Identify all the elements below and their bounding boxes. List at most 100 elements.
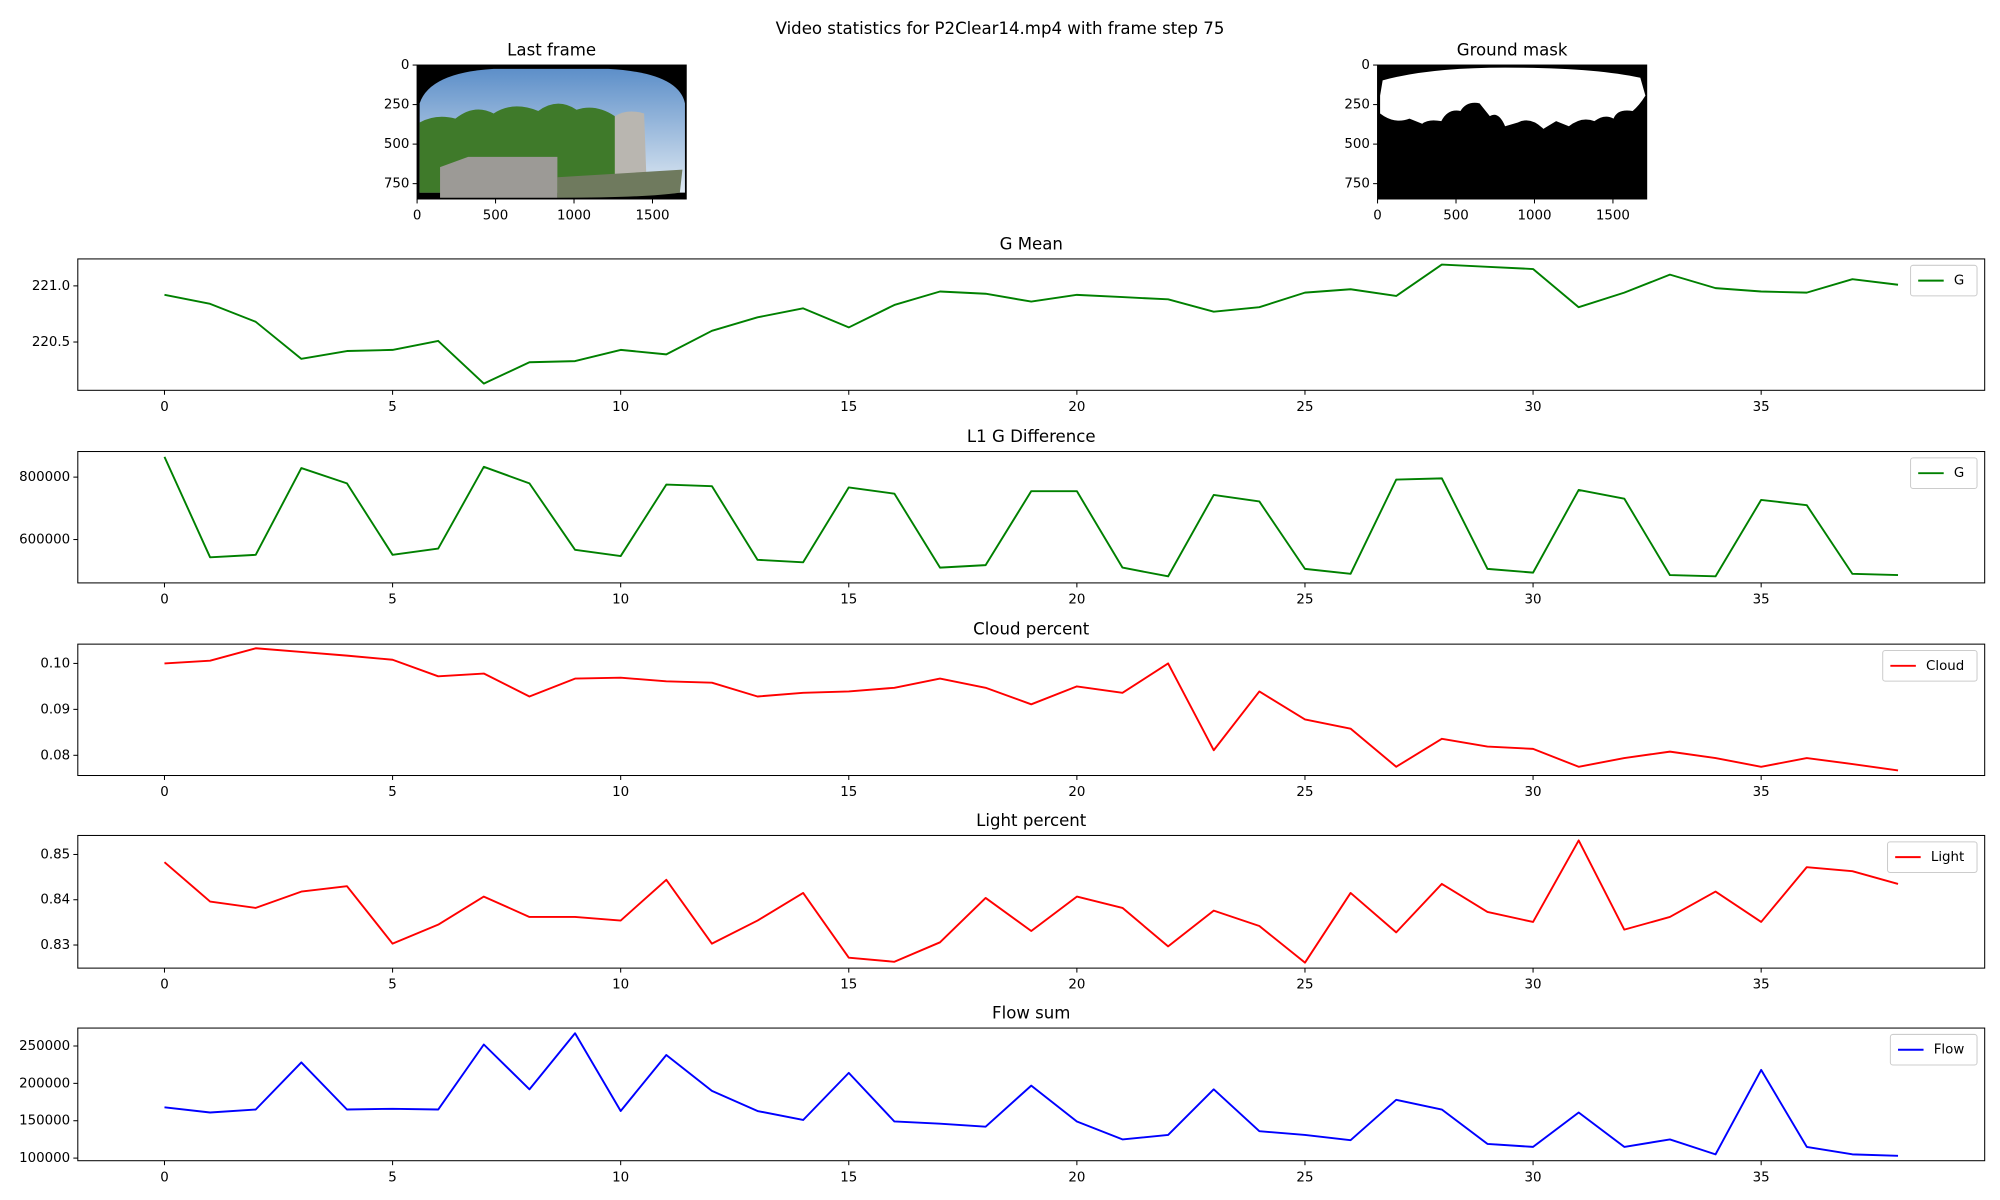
- y-tick-label: 600000: [19, 533, 70, 548]
- legend-frame: [1910, 264, 1978, 297]
- y-tick-label: 220.5: [32, 335, 70, 350]
- x-tick-label: 0: [160, 592, 169, 607]
- y-tick-label: 0.84: [40, 893, 70, 908]
- x-tick-label: 20: [1068, 400, 1085, 415]
- x-tick-label: 20: [1068, 1170, 1085, 1185]
- x-tick-label: 0: [160, 785, 169, 800]
- y-tick-label: 500: [1344, 137, 1370, 152]
- data-line: [163, 839, 1899, 964]
- x-tick-label: 10: [612, 592, 629, 607]
- image-lowbuilding: [440, 156, 558, 198]
- data-line: [164, 263, 1899, 385]
- axes-title: L1 G Difference: [967, 427, 1096, 446]
- legend-frame: [1887, 841, 1978, 873]
- axes-frame: [77, 451, 1986, 584]
- legend: Cloud: [1882, 650, 1978, 682]
- axes-title: G Mean: [1000, 234, 1063, 253]
- x-tick-label: 20: [1068, 785, 1085, 800]
- axes-title: Light percent: [976, 811, 1087, 830]
- legend-label: Light: [1931, 850, 1964, 865]
- x-tick-label: 500: [1443, 209, 1469, 224]
- x-tick-label: 1000: [1517, 209, 1551, 224]
- y-tick-label: 250000: [19, 1039, 70, 1054]
- data-line: [163, 456, 1899, 578]
- x-tick-label: 15: [840, 400, 857, 415]
- legend-frame: [1882, 650, 1978, 682]
- x-tick-label: 0: [1373, 209, 1382, 224]
- x-tick-label: 30: [1525, 785, 1542, 800]
- x-tick-label: 30: [1525, 592, 1542, 607]
- legend-label: Flow: [1934, 1043, 1965, 1058]
- x-tick-label: 5: [388, 1170, 397, 1185]
- x-tick-label: 20: [1068, 978, 1085, 993]
- x-tick-label: 5: [388, 592, 397, 607]
- x-tick-label: 35: [1753, 400, 1770, 415]
- x-tick-label: 25: [1296, 592, 1313, 607]
- x-tick-label: 0: [160, 1170, 169, 1185]
- y-tick-label: 221.0: [32, 279, 70, 294]
- axes-title: Cloud percent: [973, 620, 1090, 639]
- data-line: [164, 1032, 1899, 1157]
- axes-frame: [77, 1027, 1986, 1162]
- image: [417, 65, 687, 199]
- x-tick-label: 35: [1753, 978, 1770, 993]
- x-tick-label: 30: [1525, 1170, 1542, 1185]
- legend-label: Cloud: [1926, 659, 1964, 674]
- x-tick-label: 35: [1753, 785, 1770, 800]
- y-tick-label: 750: [384, 177, 410, 192]
- legend: Flow: [1889, 1033, 1978, 1066]
- axes-frame: [77, 834, 1986, 969]
- x-tick-label: 25: [1296, 978, 1313, 993]
- x-tick-label: 30: [1525, 978, 1542, 993]
- y-tick-label: 500: [384, 137, 410, 152]
- y-tick-label: 100000: [19, 1151, 70, 1166]
- axes-title: Flow sum: [992, 1004, 1070, 1023]
- axes-title: Ground mask: [1457, 41, 1568, 60]
- legend: Light: [1887, 841, 1978, 873]
- legend-frame: [1889, 1033, 1978, 1066]
- x-tick-label: 5: [388, 785, 397, 800]
- x-tick-label: 1500: [1596, 209, 1630, 224]
- y-tick-label: 0.08: [40, 748, 70, 763]
- y-tick-label: 0.10: [40, 656, 70, 671]
- x-tick-label: 10: [612, 400, 629, 415]
- legend: G: [1910, 264, 1978, 297]
- y-tick-label: 0.85: [40, 847, 70, 862]
- image: [1377, 65, 1647, 199]
- x-tick-label: 0: [413, 209, 422, 224]
- x-tick-label: 15: [840, 978, 857, 993]
- x-tick-label: 5: [388, 978, 397, 993]
- legend-label: G: [1954, 466, 1964, 481]
- x-tick-label: 10: [612, 1170, 629, 1185]
- data-line: [164, 647, 1899, 772]
- axes-frame: [1377, 64, 1648, 200]
- legend: G: [1910, 457, 1978, 490]
- axes-title: Last frame: [507, 41, 596, 60]
- x-tick-label: 25: [1296, 400, 1313, 415]
- x-tick-label: 15: [840, 592, 857, 607]
- x-tick-label: 35: [1753, 592, 1770, 607]
- y-tick-label: 750: [1344, 177, 1370, 192]
- x-tick-label: 500: [483, 209, 509, 224]
- image-ground: [557, 169, 683, 198]
- axes-frame: [416, 64, 687, 200]
- y-tick-label: 250: [1344, 98, 1370, 113]
- y-tick-label: 150000: [19, 1114, 70, 1129]
- x-tick-label: 25: [1296, 785, 1313, 800]
- axes-frame: [77, 643, 1986, 777]
- figure-title: Video statistics for P2Clear14.mp4 with …: [776, 19, 1225, 38]
- x-tick-label: 35: [1753, 1170, 1770, 1185]
- x-tick-label: 25: [1296, 1170, 1313, 1185]
- x-tick-label: 15: [840, 785, 857, 800]
- y-tick-label: 250: [384, 98, 410, 113]
- y-tick-label: 200000: [19, 1076, 70, 1091]
- y-tick-label: 0: [401, 58, 410, 73]
- y-tick-label: 0.83: [40, 938, 70, 953]
- x-tick-label: 10: [612, 978, 629, 993]
- legend-frame: [1910, 457, 1978, 490]
- x-tick-label: 0: [160, 400, 169, 415]
- x-tick-label: 1000: [557, 209, 591, 224]
- x-tick-label: 15: [840, 1170, 857, 1185]
- x-tick-label: 1500: [635, 209, 669, 224]
